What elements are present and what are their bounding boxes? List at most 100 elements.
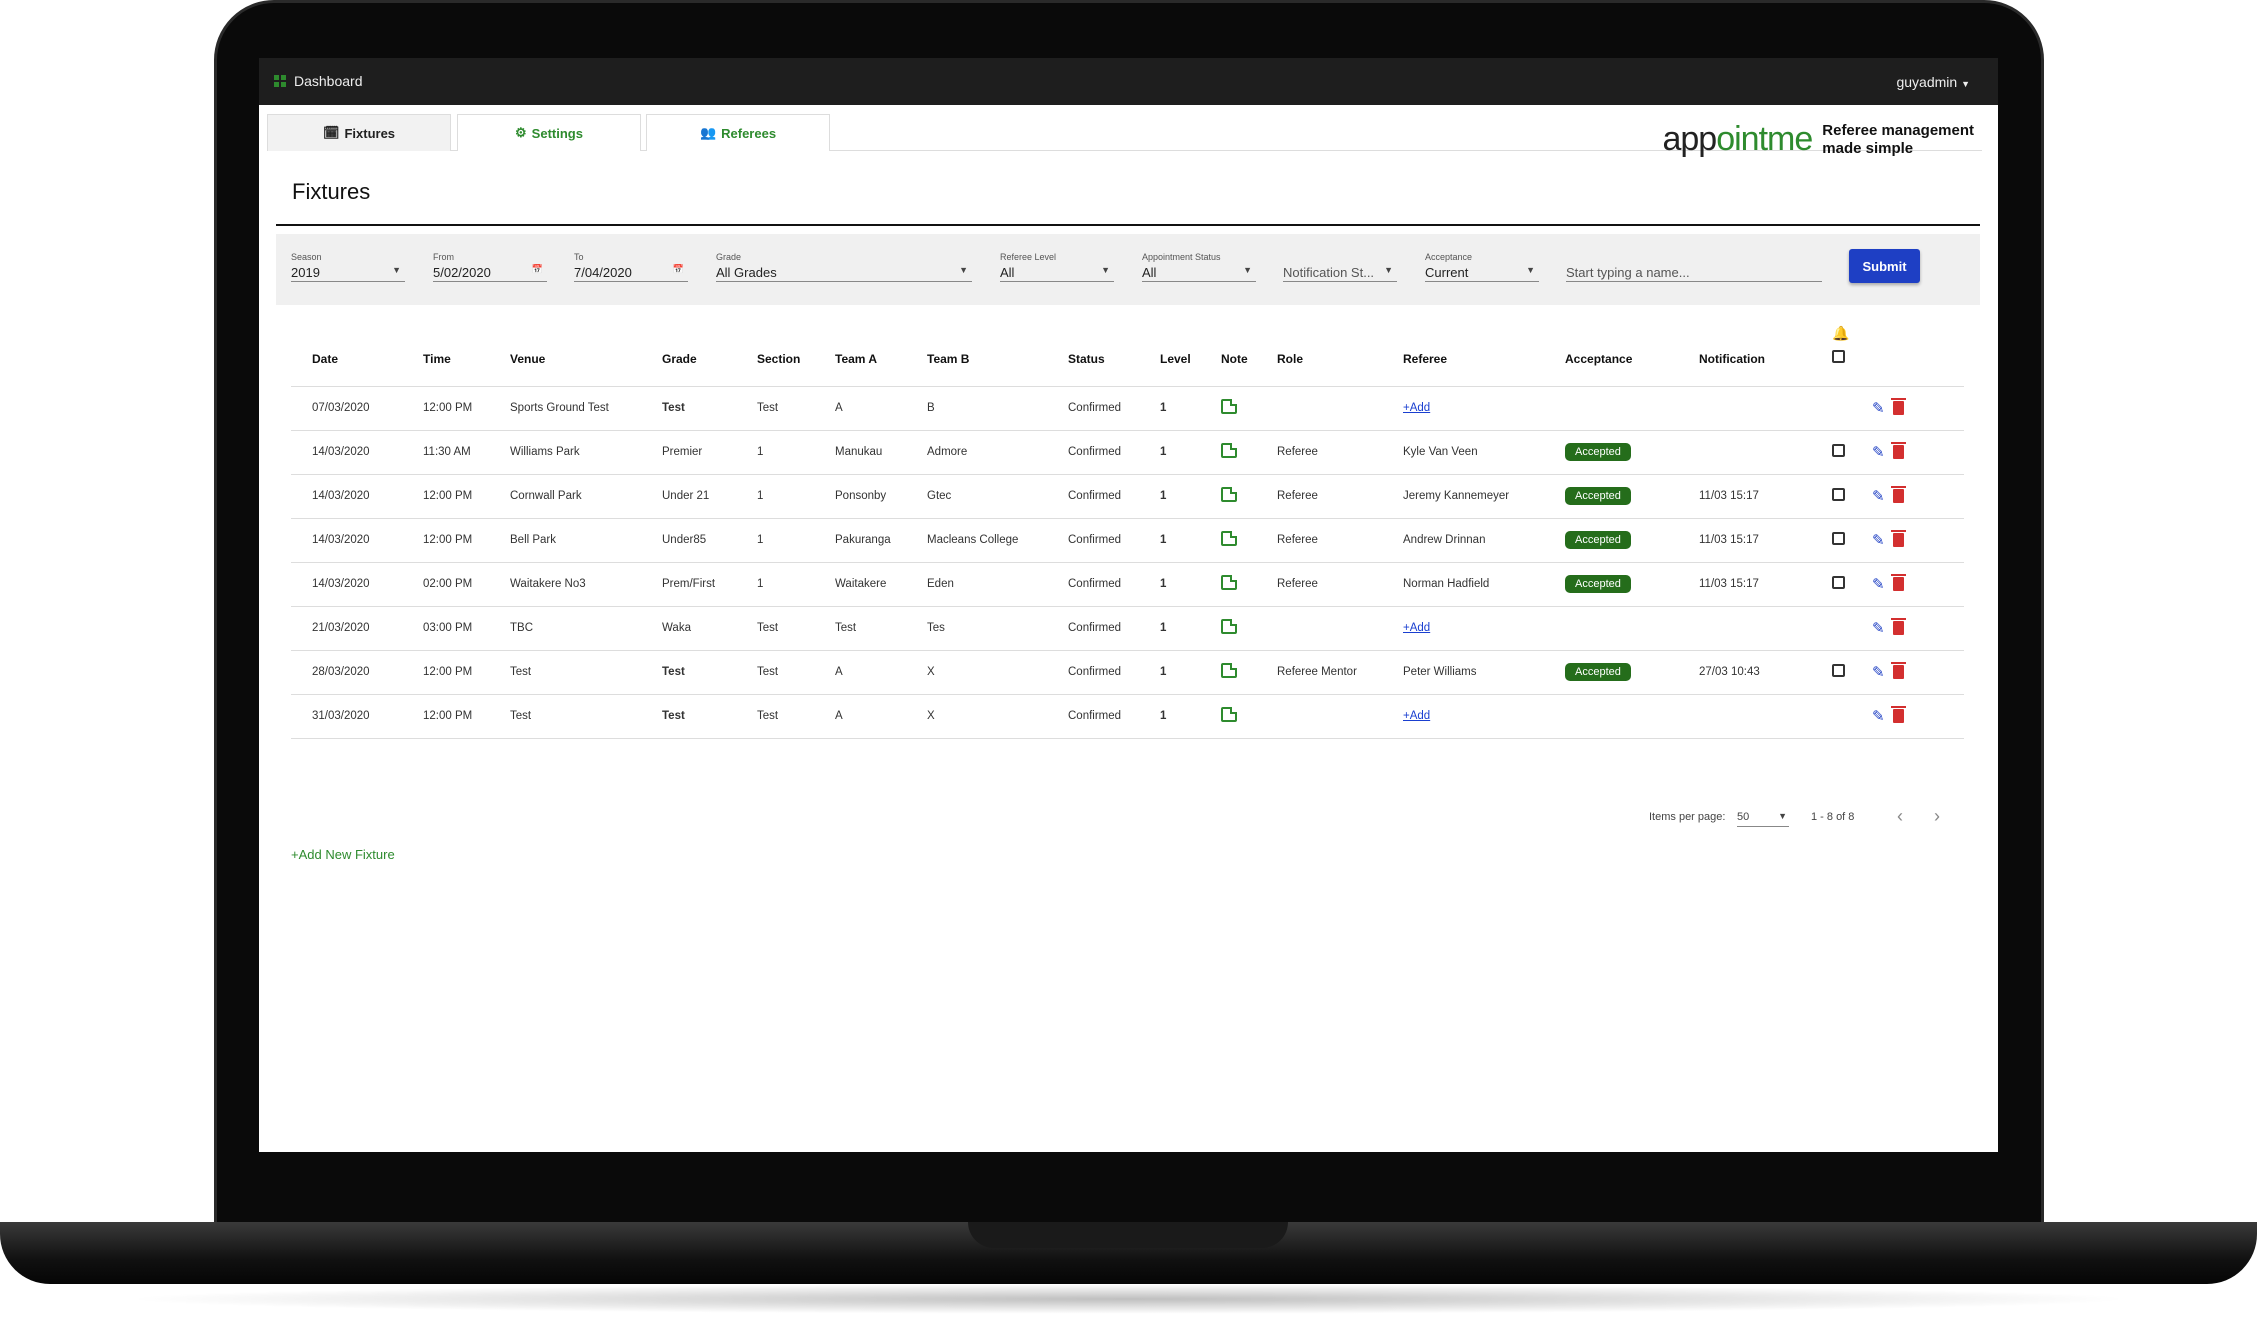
add-referee-link[interactable]: +Add bbox=[1403, 622, 1431, 634]
column-header: Section bbox=[757, 351, 801, 366]
edit-icon[interactable]: ✎ bbox=[1872, 444, 1885, 461]
cell-role: Referee bbox=[1277, 473, 1403, 518]
edit-icon[interactable]: ✎ bbox=[1872, 576, 1885, 593]
table-row: 07/03/2020 12:00 PM Sports Ground Test Test… bbox=[291, 385, 1964, 430]
cell-venue: Test bbox=[510, 693, 662, 739]
tab-referees[interactable]: 👥 Referees bbox=[646, 114, 830, 151]
column-header: Level bbox=[1160, 351, 1191, 366]
cell-team-b: Tes bbox=[927, 605, 1068, 650]
cell-section: Test bbox=[757, 693, 835, 739]
edit-icon[interactable]: ✎ bbox=[1872, 532, 1885, 549]
acceptance-badge: Accepted bbox=[1565, 575, 1631, 593]
submit-button[interactable]: Submit bbox=[1849, 249, 1920, 283]
cell-grade: Under85 bbox=[662, 517, 757, 562]
season-select[interactable]: Season 2019 ▼ bbox=[291, 252, 405, 282]
note-icon[interactable] bbox=[1221, 707, 1237, 722]
note-icon[interactable] bbox=[1221, 619, 1237, 634]
notify-checkbox[interactable] bbox=[1832, 576, 1845, 589]
name-search-input[interactable]: Start typing a name... bbox=[1566, 252, 1822, 282]
delete-icon[interactable] bbox=[1890, 618, 1906, 635]
grade-select[interactable]: Grade All Grades ▼ bbox=[716, 252, 972, 282]
cell-team-a: A bbox=[835, 693, 927, 739]
from-date-field[interactable]: From 5/02/2020 📅 bbox=[433, 252, 547, 282]
cell-role bbox=[1277, 605, 1403, 650]
dashboard-link[interactable]: Dashboard bbox=[274, 73, 363, 89]
main-panel: 🗓 Fixtures ⚙ Settings 👥 Referees appointme … bbox=[267, 113, 1982, 1152]
notify-checkbox[interactable] bbox=[1832, 488, 1845, 501]
edit-icon[interactable]: ✎ bbox=[1872, 664, 1885, 681]
cell-date: 14/03/2020 bbox=[312, 429, 423, 474]
cell-notification bbox=[1699, 429, 1832, 474]
delete-icon[interactable] bbox=[1890, 530, 1906, 547]
referee-level-select[interactable]: Referee Level All ▼ bbox=[1000, 252, 1114, 282]
notify-checkbox[interactable] bbox=[1832, 444, 1845, 457]
cell-time: 02:00 PM bbox=[423, 561, 510, 606]
note-icon[interactable] bbox=[1221, 487, 1237, 502]
cell-level: 1 bbox=[1160, 385, 1221, 430]
cell-venue: Cornwall Park bbox=[510, 473, 662, 518]
filter-bar: Season 2019 ▼ From 5/02/2020 📅 To 7/04/2020 📅 … bbox=[276, 234, 1980, 305]
notify-checkbox[interactable] bbox=[1832, 664, 1845, 677]
column-header: Acceptance bbox=[1565, 351, 1633, 366]
edit-icon[interactable]: ✎ bbox=[1872, 708, 1885, 725]
notification-status-select[interactable]: Notification St... ▼ bbox=[1283, 252, 1397, 282]
caret-down-icon: ▼ bbox=[959, 265, 968, 275]
items-per-page-select[interactable]: 50 ▼ bbox=[1737, 811, 1789, 827]
delete-icon[interactable] bbox=[1890, 574, 1906, 591]
note-icon[interactable] bbox=[1221, 575, 1237, 590]
cell-role bbox=[1277, 693, 1403, 739]
cell-time: 11:30 AM bbox=[423, 429, 510, 474]
note-icon[interactable] bbox=[1221, 531, 1237, 546]
cell-venue: Test bbox=[510, 649, 662, 694]
cell-role bbox=[1277, 385, 1403, 430]
laptop-notch bbox=[968, 1222, 1288, 1248]
tab-settings[interactable]: ⚙ Settings bbox=[457, 114, 641, 151]
cell-level: 1 bbox=[1160, 693, 1221, 739]
note-icon[interactable] bbox=[1221, 663, 1237, 678]
gear-icon: ⚙ bbox=[515, 125, 527, 140]
table-row: 14/03/2020 12:00 PM Cornwall Park Under 21 1… bbox=[291, 473, 1964, 518]
cell-team-a: Manukau bbox=[835, 429, 927, 474]
pagination-range: 1 - 8 of 8 bbox=[1811, 811, 1855, 823]
cell-level: 1 bbox=[1160, 473, 1221, 518]
appointment-status-select[interactable]: Appointment Status All ▼ bbox=[1142, 252, 1256, 282]
notify-all-header: 🔔 bbox=[1832, 323, 1872, 386]
previous-page-button[interactable]: ‹ bbox=[1897, 806, 1903, 826]
note-icon[interactable] bbox=[1221, 399, 1237, 414]
caret-down-icon: ▼ bbox=[1243, 265, 1252, 275]
cell-team-a: Waitakere bbox=[835, 561, 927, 606]
delete-icon[interactable] bbox=[1890, 706, 1906, 723]
cell-team-b: Gtec bbox=[927, 473, 1068, 518]
notify-checkbox[interactable] bbox=[1832, 532, 1845, 545]
add-referee-link[interactable]: +Add bbox=[1403, 402, 1431, 414]
cell-section: 1 bbox=[757, 561, 835, 606]
next-page-button[interactable]: › bbox=[1934, 806, 1940, 826]
caret-down-icon: ▼ bbox=[1101, 265, 1110, 275]
cell-grade: Test bbox=[662, 649, 757, 694]
to-date-field[interactable]: To 7/04/2020 📅 bbox=[574, 252, 688, 282]
table-row: 31/03/2020 12:00 PM Test Test Test A X Confirme… bbox=[291, 693, 1964, 739]
column-header: Referee bbox=[1403, 351, 1448, 366]
cell-status: Confirmed bbox=[1068, 693, 1160, 739]
page-title: Fixtures bbox=[292, 179, 371, 204]
edit-icon[interactable]: ✎ bbox=[1872, 488, 1885, 505]
note-icon[interactable] bbox=[1221, 443, 1237, 458]
edit-icon[interactable]: ✎ bbox=[1872, 620, 1885, 637]
add-new-fixture-link[interactable]: +Add New Fixture bbox=[291, 847, 395, 862]
items-per-page-label: Items per page: bbox=[1649, 811, 1726, 823]
delete-icon[interactable] bbox=[1890, 398, 1906, 415]
acceptance-badge: Accepted bbox=[1565, 487, 1631, 505]
tab-fixtures[interactable]: 🗓 Fixtures bbox=[267, 114, 451, 151]
column-header: Team A bbox=[835, 351, 878, 366]
add-referee-link[interactable]: +Add bbox=[1403, 710, 1431, 722]
delete-icon[interactable] bbox=[1890, 486, 1906, 503]
delete-icon[interactable] bbox=[1890, 442, 1906, 459]
cell-notification: 11/03 15:17 bbox=[1699, 561, 1832, 606]
edit-icon[interactable]: ✎ bbox=[1872, 400, 1885, 417]
delete-icon[interactable] bbox=[1890, 662, 1906, 679]
dashboard-label: Dashboard bbox=[294, 73, 363, 89]
acceptance-select[interactable]: Acceptance Current ▼ bbox=[1425, 252, 1539, 282]
select-all-checkbox[interactable] bbox=[1832, 349, 1845, 363]
user-menu[interactable]: guyadmin ▼ bbox=[1896, 74, 1970, 90]
caret-down-icon: ▼ bbox=[1961, 79, 1970, 89]
